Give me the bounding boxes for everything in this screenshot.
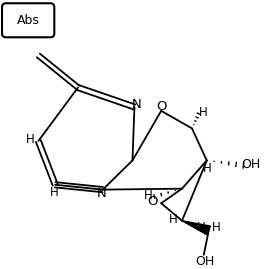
Text: O: O (156, 100, 167, 114)
FancyBboxPatch shape (2, 3, 54, 37)
Text: H: H (196, 221, 205, 234)
Text: N: N (132, 98, 142, 111)
Polygon shape (182, 221, 210, 235)
Text: OH: OH (242, 158, 261, 171)
Text: H: H (202, 162, 211, 175)
Text: O: O (148, 196, 158, 208)
Text: H: H (169, 213, 178, 226)
Text: H: H (144, 189, 153, 202)
Text: Abs: Abs (17, 14, 40, 27)
Text: OH: OH (196, 255, 215, 268)
Text: N: N (97, 187, 106, 200)
Text: H: H (212, 221, 221, 234)
Text: H: H (199, 106, 208, 119)
Text: H: H (50, 186, 58, 199)
Text: H: H (26, 133, 34, 146)
